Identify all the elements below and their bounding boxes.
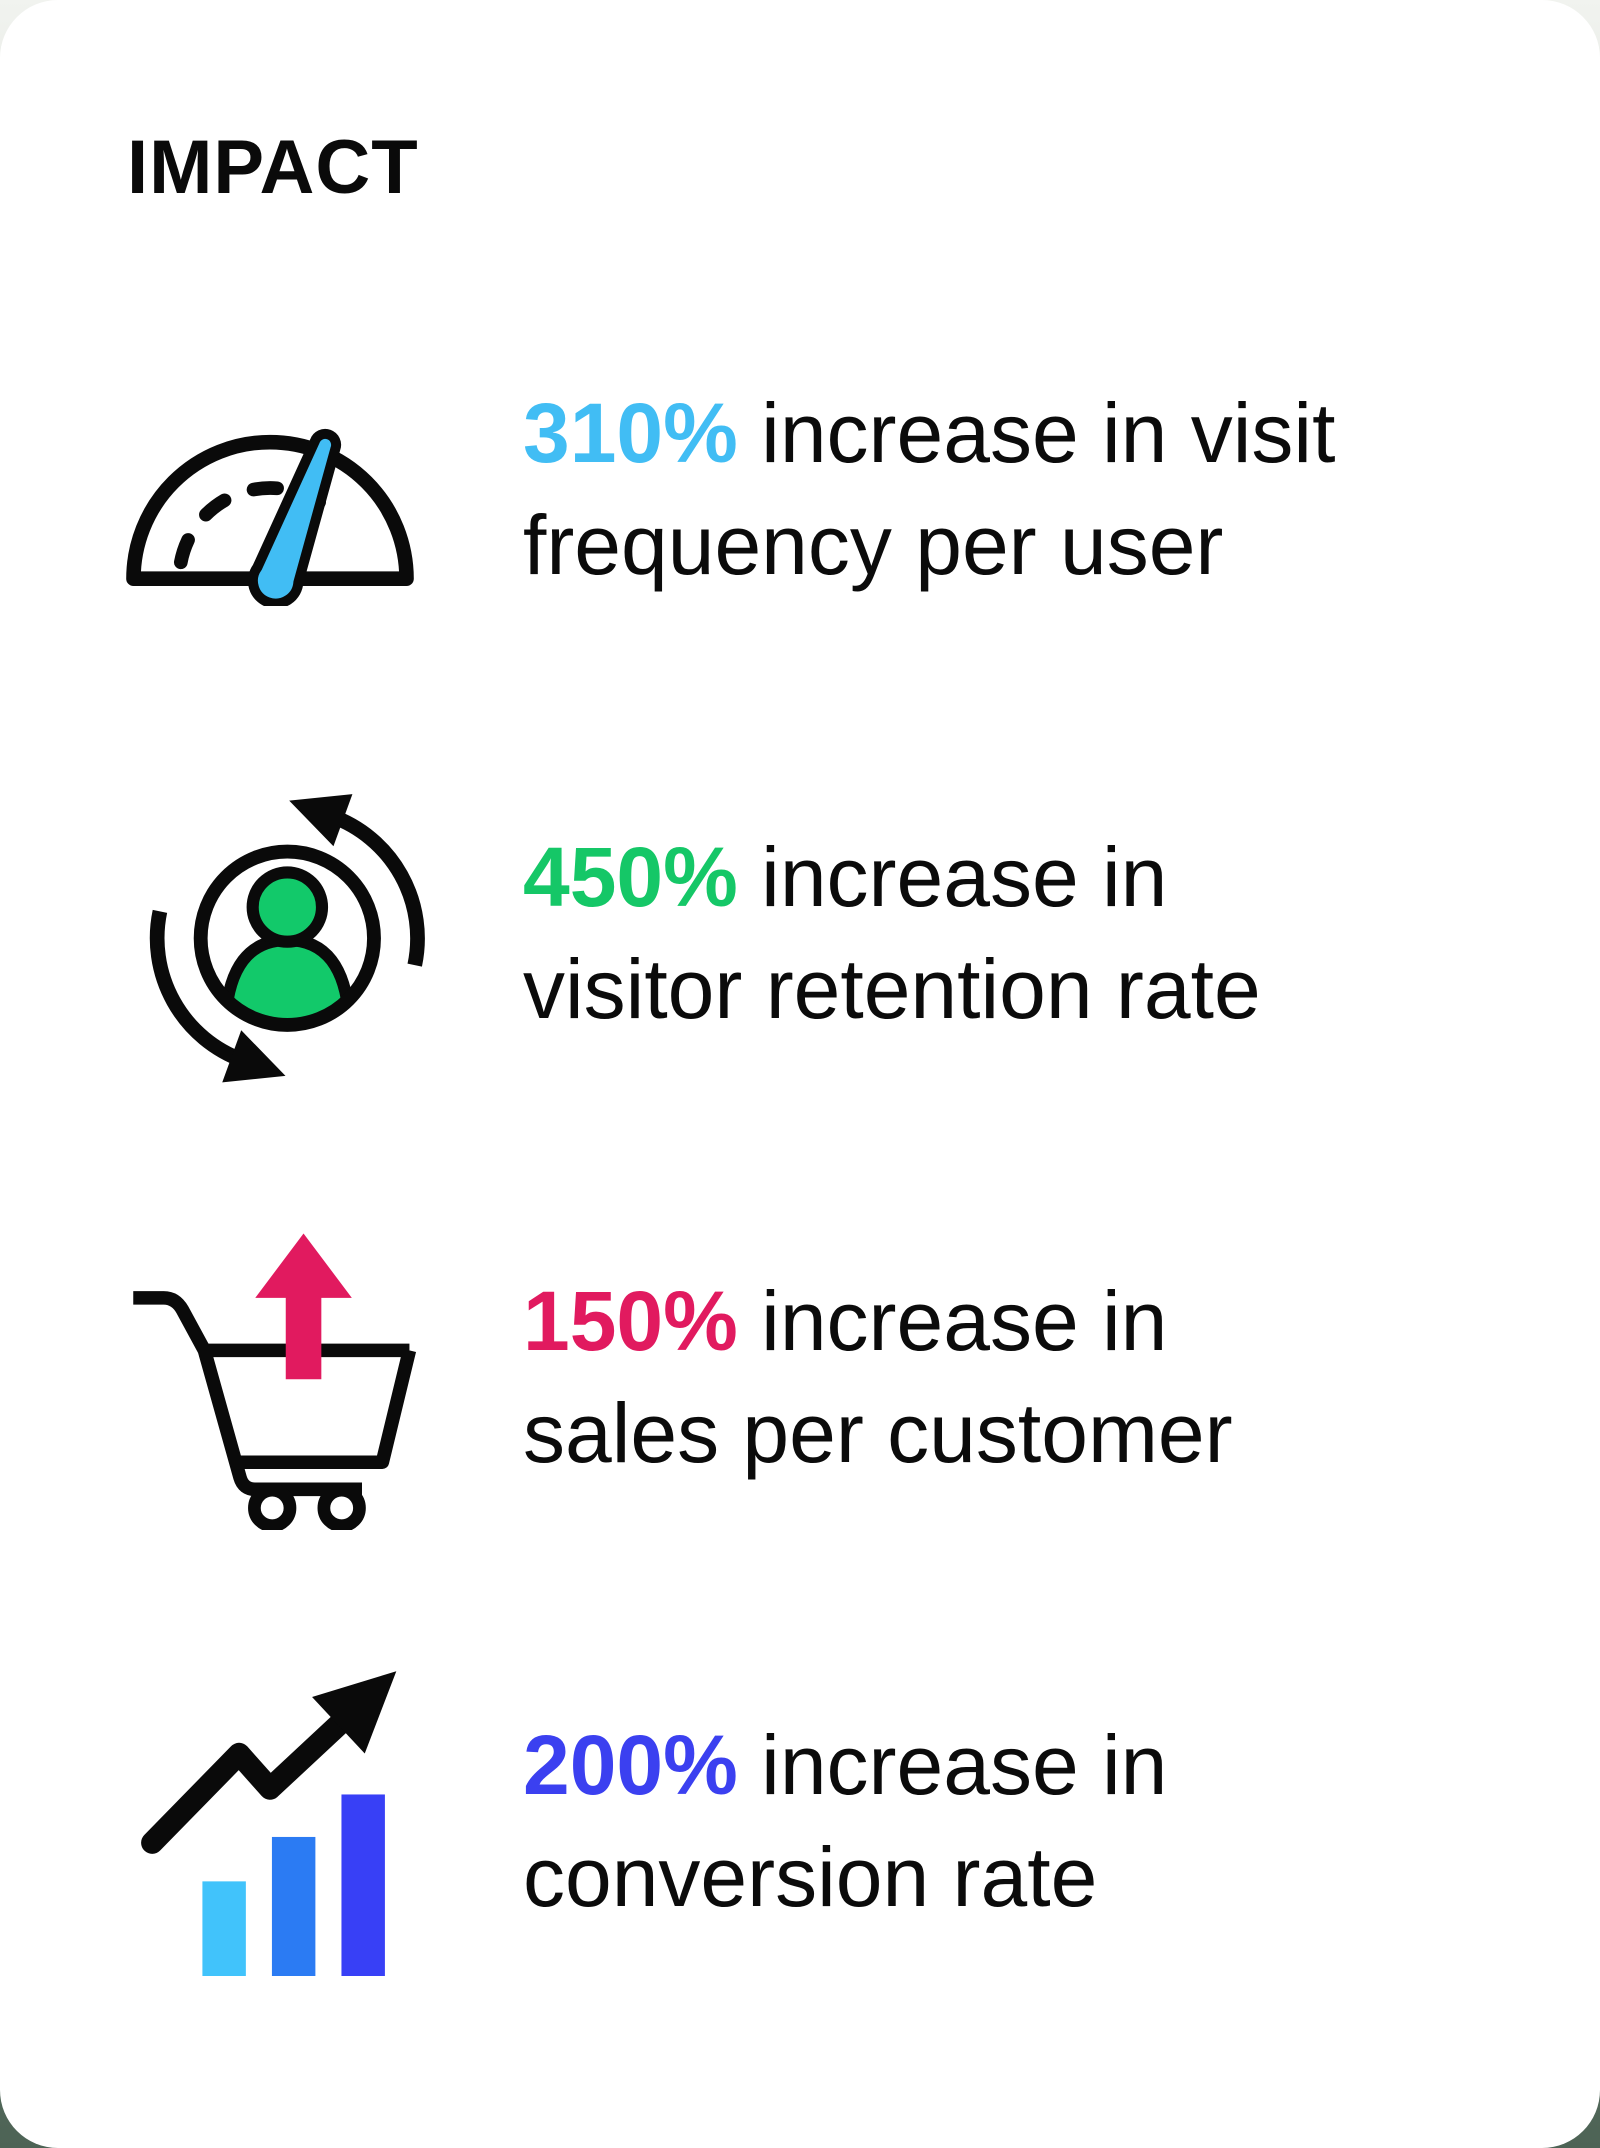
user-retention-icon <box>105 784 435 1083</box>
stat-line2: visitor retention rate <box>523 942 1261 1036</box>
stat-text: 150% increase in sales per customer <box>523 1265 1233 1489</box>
growth-chart-icon <box>105 1667 435 1976</box>
stat-value: 310% <box>523 386 738 480</box>
stat-value: 450% <box>523 830 738 924</box>
cart-arrow-up-icon <box>105 1225 435 1530</box>
stat-row-visit-frequency: 310% increase in visit frequency per use… <box>105 324 1510 654</box>
stat-text: 310% increase in visit frequency per use… <box>523 377 1335 601</box>
stat-line2: sales per customer <box>523 1386 1233 1480</box>
stat-line1: increase in visit <box>737 386 1336 480</box>
stat-text: 200% increase in conversion rate <box>523 1709 1167 1933</box>
stat-line2: frequency per user <box>523 498 1224 592</box>
speedometer-icon <box>105 373 435 606</box>
stat-line2: conversion rate <box>523 1830 1098 1924</box>
stat-line1: increase in <box>737 830 1168 924</box>
stat-row-sales: 150% increase in sales per customer <box>105 1212 1510 1542</box>
stat-text: 450% increase in visitor retention rate <box>523 821 1261 1045</box>
stat-line1: increase in <box>737 1274 1168 1368</box>
stat-row-visitor-retention: 450% increase in visitor retention rate <box>105 768 1510 1098</box>
stat-value: 200% <box>523 1718 738 1812</box>
stat-line1: increase in <box>737 1718 1168 1812</box>
impact-title: IMPACT <box>127 125 419 210</box>
stat-value: 150% <box>523 1274 738 1368</box>
stat-row-conversion: 200% increase in conversion rate <box>105 1656 1510 1986</box>
